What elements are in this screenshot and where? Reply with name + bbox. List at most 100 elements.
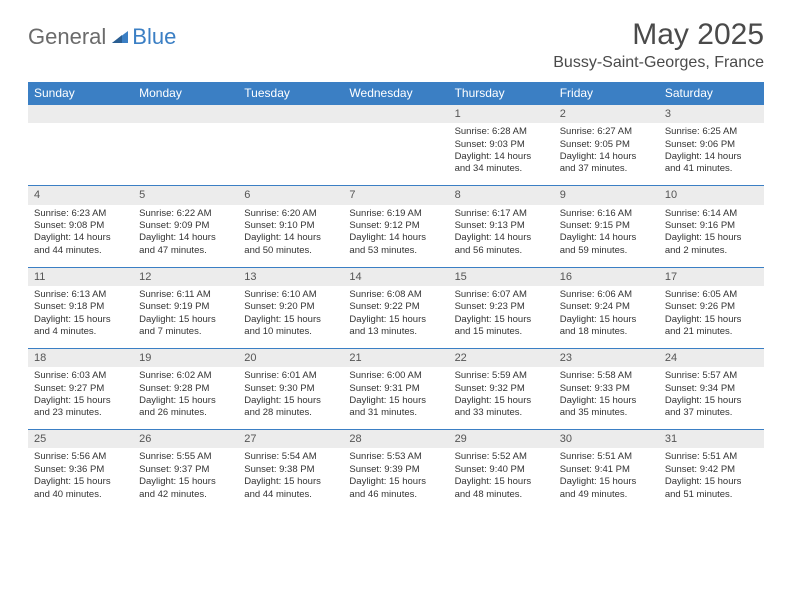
day-number: 26 <box>133 430 238 448</box>
calendar-week-row: 11Sunrise: 6:13 AMSunset: 9:18 PMDayligh… <box>28 267 764 348</box>
calendar-day-cell: 14Sunrise: 6:08 AMSunset: 9:22 PMDayligh… <box>343 267 448 348</box>
day-content: Sunrise: 6:27 AMSunset: 9:05 PMDaylight:… <box>554 123 659 185</box>
calendar-day-cell <box>238 105 343 186</box>
daylight-text: Daylight: 15 hours and 13 minutes. <box>349 314 442 339</box>
sunset-text: Sunset: 9:28 PM <box>139 383 232 395</box>
daylight-text: Daylight: 15 hours and 37 minutes. <box>665 395 758 420</box>
calendar-day-cell: 7Sunrise: 6:19 AMSunset: 9:12 PMDaylight… <box>343 186 448 267</box>
day-number: 25 <box>28 430 133 448</box>
sunrise-text: Sunrise: 6:11 AM <box>139 289 232 301</box>
day-content: Sunrise: 5:51 AMSunset: 9:42 PMDaylight:… <box>659 448 764 510</box>
day-content: Sunrise: 6:11 AMSunset: 9:19 PMDaylight:… <box>133 286 238 348</box>
sunset-text: Sunset: 9:03 PM <box>455 139 548 151</box>
day-number: 30 <box>554 430 659 448</box>
calendar-day-cell: 21Sunrise: 6:00 AMSunset: 9:31 PMDayligh… <box>343 348 448 429</box>
calendar-week-row: 18Sunrise: 6:03 AMSunset: 9:27 PMDayligh… <box>28 348 764 429</box>
calendar-day-cell: 11Sunrise: 6:13 AMSunset: 9:18 PMDayligh… <box>28 267 133 348</box>
weekday-header: Thursday <box>449 82 554 105</box>
daylight-text: Daylight: 14 hours and 59 minutes. <box>560 232 653 257</box>
day-number: 24 <box>659 349 764 367</box>
day-content: Sunrise: 6:16 AMSunset: 9:15 PMDaylight:… <box>554 205 659 267</box>
sunrise-text: Sunrise: 6:17 AM <box>455 208 548 220</box>
sunrise-text: Sunrise: 6:08 AM <box>349 289 442 301</box>
sunrise-text: Sunrise: 5:58 AM <box>560 370 653 382</box>
day-content: Sunrise: 6:08 AMSunset: 9:22 PMDaylight:… <box>343 286 448 348</box>
day-content: Sunrise: 6:25 AMSunset: 9:06 PMDaylight:… <box>659 123 764 185</box>
day-number: 6 <box>238 186 343 204</box>
daylight-text: Daylight: 14 hours and 41 minutes. <box>665 151 758 176</box>
day-number: 21 <box>343 349 448 367</box>
daylight-text: Daylight: 14 hours and 50 minutes. <box>244 232 337 257</box>
sunset-text: Sunset: 9:36 PM <box>34 464 127 476</box>
sunset-text: Sunset: 9:31 PM <box>349 383 442 395</box>
daylight-text: Daylight: 15 hours and 10 minutes. <box>244 314 337 339</box>
daylight-text: Daylight: 15 hours and 4 minutes. <box>34 314 127 339</box>
day-number <box>343 105 448 123</box>
day-number: 23 <box>554 349 659 367</box>
calendar-day-cell: 3Sunrise: 6:25 AMSunset: 9:06 PMDaylight… <box>659 105 764 186</box>
logo: General Blue <box>28 24 176 50</box>
sunset-text: Sunset: 9:22 PM <box>349 301 442 313</box>
daylight-text: Daylight: 15 hours and 33 minutes. <box>455 395 548 420</box>
sunrise-text: Sunrise: 6:00 AM <box>349 370 442 382</box>
daylight-text: Daylight: 15 hours and 18 minutes. <box>560 314 653 339</box>
weekday-header-row: Sunday Monday Tuesday Wednesday Thursday… <box>28 82 764 105</box>
calendar-day-cell: 17Sunrise: 6:05 AMSunset: 9:26 PMDayligh… <box>659 267 764 348</box>
calendar-day-cell: 10Sunrise: 6:14 AMSunset: 9:16 PMDayligh… <box>659 186 764 267</box>
sunset-text: Sunset: 9:05 PM <box>560 139 653 151</box>
calendar-day-cell: 25Sunrise: 5:56 AMSunset: 9:36 PMDayligh… <box>28 430 133 511</box>
day-number: 27 <box>238 430 343 448</box>
day-content: Sunrise: 6:13 AMSunset: 9:18 PMDaylight:… <box>28 286 133 348</box>
day-content: Sunrise: 6:20 AMSunset: 9:10 PMDaylight:… <box>238 205 343 267</box>
sunrise-text: Sunrise: 5:51 AM <box>560 451 653 463</box>
calendar-day-cell: 19Sunrise: 6:02 AMSunset: 9:28 PMDayligh… <box>133 348 238 429</box>
calendar-day-cell: 18Sunrise: 6:03 AMSunset: 9:27 PMDayligh… <box>28 348 133 429</box>
day-content: Sunrise: 5:55 AMSunset: 9:37 PMDaylight:… <box>133 448 238 510</box>
sunrise-text: Sunrise: 6:01 AM <box>244 370 337 382</box>
day-content: Sunrise: 5:54 AMSunset: 9:38 PMDaylight:… <box>238 448 343 510</box>
calendar-day-cell: 23Sunrise: 5:58 AMSunset: 9:33 PMDayligh… <box>554 348 659 429</box>
sunset-text: Sunset: 9:42 PM <box>665 464 758 476</box>
calendar-day-cell: 9Sunrise: 6:16 AMSunset: 9:15 PMDaylight… <box>554 186 659 267</box>
location-label: Bussy-Saint-Georges, France <box>553 54 764 72</box>
day-content: Sunrise: 5:56 AMSunset: 9:36 PMDaylight:… <box>28 448 133 510</box>
calendar-day-cell: 13Sunrise: 6:10 AMSunset: 9:20 PMDayligh… <box>238 267 343 348</box>
calendar-day-cell: 24Sunrise: 5:57 AMSunset: 9:34 PMDayligh… <box>659 348 764 429</box>
sunset-text: Sunset: 9:38 PM <box>244 464 337 476</box>
daylight-text: Daylight: 15 hours and 46 minutes. <box>349 476 442 501</box>
day-content: Sunrise: 6:10 AMSunset: 9:20 PMDaylight:… <box>238 286 343 348</box>
sunrise-text: Sunrise: 6:27 AM <box>560 126 653 138</box>
day-number: 29 <box>449 430 554 448</box>
calendar-day-cell: 8Sunrise: 6:17 AMSunset: 9:13 PMDaylight… <box>449 186 554 267</box>
weekday-header: Friday <box>554 82 659 105</box>
day-number: 12 <box>133 268 238 286</box>
sunrise-text: Sunrise: 6:19 AM <box>349 208 442 220</box>
sunrise-text: Sunrise: 6:14 AM <box>665 208 758 220</box>
sunset-text: Sunset: 9:12 PM <box>349 220 442 232</box>
day-content: Sunrise: 6:14 AMSunset: 9:16 PMDaylight:… <box>659 205 764 267</box>
daylight-text: Daylight: 14 hours and 56 minutes. <box>455 232 548 257</box>
calendar-day-cell: 27Sunrise: 5:54 AMSunset: 9:38 PMDayligh… <box>238 430 343 511</box>
calendar-week-row: 1Sunrise: 6:28 AMSunset: 9:03 PMDaylight… <box>28 105 764 186</box>
daylight-text: Daylight: 15 hours and 51 minutes. <box>665 476 758 501</box>
sunset-text: Sunset: 9:13 PM <box>455 220 548 232</box>
daylight-text: Daylight: 15 hours and 28 minutes. <box>244 395 337 420</box>
calendar-day-cell: 28Sunrise: 5:53 AMSunset: 9:39 PMDayligh… <box>343 430 448 511</box>
sunset-text: Sunset: 9:19 PM <box>139 301 232 313</box>
sunset-text: Sunset: 9:09 PM <box>139 220 232 232</box>
logo-text-blue: Blue <box>132 24 176 50</box>
daylight-text: Daylight: 14 hours and 44 minutes. <box>34 232 127 257</box>
daylight-text: Daylight: 15 hours and 23 minutes. <box>34 395 127 420</box>
sunset-text: Sunset: 9:33 PM <box>560 383 653 395</box>
calendar-day-cell: 15Sunrise: 6:07 AMSunset: 9:23 PMDayligh… <box>449 267 554 348</box>
calendar-day-cell: 29Sunrise: 5:52 AMSunset: 9:40 PMDayligh… <box>449 430 554 511</box>
day-number: 3 <box>659 105 764 123</box>
sunrise-text: Sunrise: 5:51 AM <box>665 451 758 463</box>
sunset-text: Sunset: 9:41 PM <box>560 464 653 476</box>
sunrise-text: Sunrise: 6:20 AM <box>244 208 337 220</box>
day-number: 7 <box>343 186 448 204</box>
day-number: 1 <box>449 105 554 123</box>
day-content: Sunrise: 5:59 AMSunset: 9:32 PMDaylight:… <box>449 367 554 429</box>
sunset-text: Sunset: 9:24 PM <box>560 301 653 313</box>
daylight-text: Daylight: 15 hours and 42 minutes. <box>139 476 232 501</box>
